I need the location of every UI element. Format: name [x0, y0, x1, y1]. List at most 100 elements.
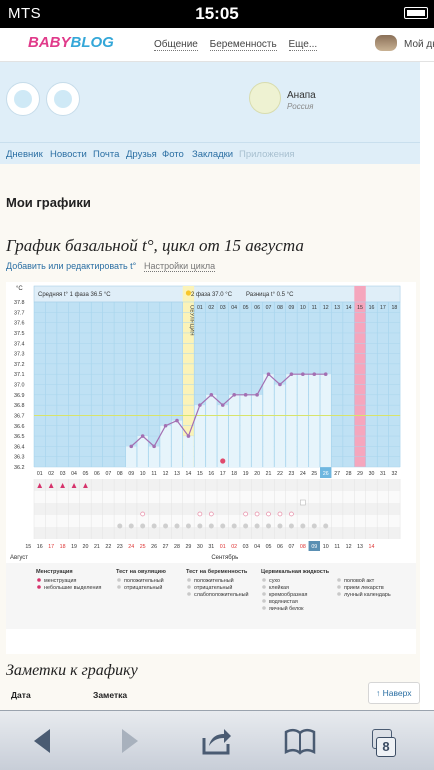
date-label: 05 — [266, 544, 272, 550]
cycle-day-top: 02 — [208, 305, 214, 311]
cycle-day-top: 14 — [346, 305, 352, 311]
cycle-day-bottom: 10 — [140, 471, 146, 477]
clock: 15:05 — [195, 4, 239, 23]
heart-icon — [208, 511, 214, 517]
y-tick-label: 37.3 — [14, 352, 25, 358]
temp-point — [220, 403, 225, 407]
nav-mail[interactable]: Почта — [93, 149, 120, 160]
cycle-day-bottom: 05 — [83, 471, 89, 477]
nav-photo[interactable]: Фото — [162, 149, 184, 160]
moon-phase-icon — [185, 523, 191, 529]
child-avatar-icon[interactable] — [6, 82, 40, 116]
nav-diary[interactable]: Дневник — [6, 149, 43, 160]
legend-item: сухо — [269, 578, 280, 584]
moon-phase-icon — [163, 523, 169, 529]
cycle-day-bottom: 01 — [37, 471, 43, 477]
heart-icon — [289, 511, 294, 517]
phase1-text: Средняя t° 1 фаза 36.5 °C — [38, 292, 111, 298]
notes-title: Заметки к графику — [6, 662, 138, 679]
legend-swatch — [262, 585, 266, 589]
temp-column — [286, 374, 297, 467]
cycle-day-bottom: 02 — [48, 471, 54, 477]
date-label: 22 — [105, 544, 111, 550]
legend-item: слабоположительный — [194, 591, 249, 598]
legend-item: менструация — [44, 578, 77, 584]
y-tick-label: 36.9 — [14, 393, 25, 399]
y-tick-label: 37.7 — [14, 310, 25, 316]
profile-banner: Анапа Россия — [0, 62, 420, 142]
cycle-day-top: 03 — [220, 305, 226, 311]
bookmarks-icon[interactable] — [284, 726, 316, 756]
temp-point — [186, 434, 191, 438]
back-arrow-icon[interactable] — [28, 726, 60, 756]
date-label: 31 — [208, 544, 214, 550]
avatar[interactable] — [375, 35, 397, 51]
temp-column — [274, 384, 286, 467]
child-avatar-icon[interactable] — [46, 82, 80, 116]
legend-item: отрицательный — [124, 584, 162, 591]
menstruation-icon — [60, 483, 65, 488]
legend-box — [6, 563, 416, 629]
legend-swatch — [117, 585, 121, 589]
cycle-settings-link[interactable]: Настройки цикла — [144, 261, 216, 272]
battery-icon — [404, 7, 428, 19]
share-icon[interactable] — [200, 726, 232, 756]
temp-column — [228, 394, 240, 467]
moon-phase-icon — [220, 523, 226, 529]
temp-point — [278, 382, 282, 387]
topnav-pregnancy[interactable]: Беременность — [209, 39, 277, 51]
cycle-day-top: 11 — [312, 305, 317, 311]
temp-point — [175, 418, 179, 423]
topnav-communication[interactable]: Общение — [154, 39, 198, 51]
back-to-top-button[interactable]: ↑ Наверх — [368, 682, 420, 704]
temp-column — [206, 394, 217, 467]
date-label: 10 — [323, 544, 329, 550]
nav-bookmarks[interactable]: Закладки — [192, 149, 234, 160]
moon-phase-icon — [140, 523, 146, 529]
temp-column — [309, 374, 320, 467]
y-tick-label: 37.4 — [14, 341, 25, 347]
legend-item: водянистая — [269, 599, 298, 605]
date-label: 02 — [231, 544, 237, 550]
phase2-text: 2 фаза 37.0 °C — [191, 292, 233, 298]
cycle-day-bottom: 16 — [208, 471, 214, 477]
legend-swatch — [187, 592, 191, 596]
cycle-day-top: 09 — [289, 305, 295, 311]
add-temperature-link[interactable]: Добавить или редактировать t° — [6, 261, 137, 271]
today-date-box — [308, 541, 320, 551]
date-label: 29 — [185, 544, 191, 550]
cycle-day-top: 08 — [277, 305, 283, 311]
date-label: 06 — [277, 544, 283, 550]
page-title: Мои графики — [6, 195, 91, 210]
legend-item: клейкая — [269, 584, 289, 591]
legend-swatch — [187, 578, 191, 582]
date-label: 09 — [311, 544, 317, 550]
legend-item: отрицательный — [194, 584, 232, 591]
date-label: 20 — [83, 544, 89, 550]
tabs-button[interactable]: 8 — [370, 726, 404, 757]
cycle-day-bottom: 31 — [380, 471, 386, 477]
legend-item: кремообразная — [269, 592, 308, 598]
date-label: 26 — [151, 544, 157, 550]
y-tick-label: 37.5 — [14, 331, 25, 337]
nav-news[interactable]: Новости — [50, 149, 87, 160]
profile-city[interactable]: Анапа — [287, 90, 316, 101]
forward-arrow-icon[interactable] — [112, 726, 144, 756]
my-diary-link[interactable]: Мой дн — [404, 39, 434, 50]
date-label: 17 — [48, 544, 54, 550]
moon-phase-icon — [288, 523, 294, 529]
temp-point — [152, 444, 156, 449]
moon-phase-icon — [128, 523, 134, 529]
date-label: 01 — [220, 544, 226, 550]
temp-diff-text: Разница t° 0.5 °C — [246, 292, 294, 298]
y-tick-label: 37.1 — [14, 372, 25, 378]
nav-friends[interactable]: Друзья — [126, 149, 157, 160]
cycle-day-bottom: 29 — [357, 471, 363, 477]
topnav-more[interactable]: Еще... — [288, 39, 318, 51]
temp-column — [251, 394, 263, 467]
site-logo[interactable]: BABYBLOG — [28, 34, 114, 51]
city-emblem-icon — [249, 82, 281, 114]
temp-point — [301, 372, 305, 376]
date-label: 24 — [128, 544, 134, 550]
date-label: 21 — [94, 544, 100, 550]
